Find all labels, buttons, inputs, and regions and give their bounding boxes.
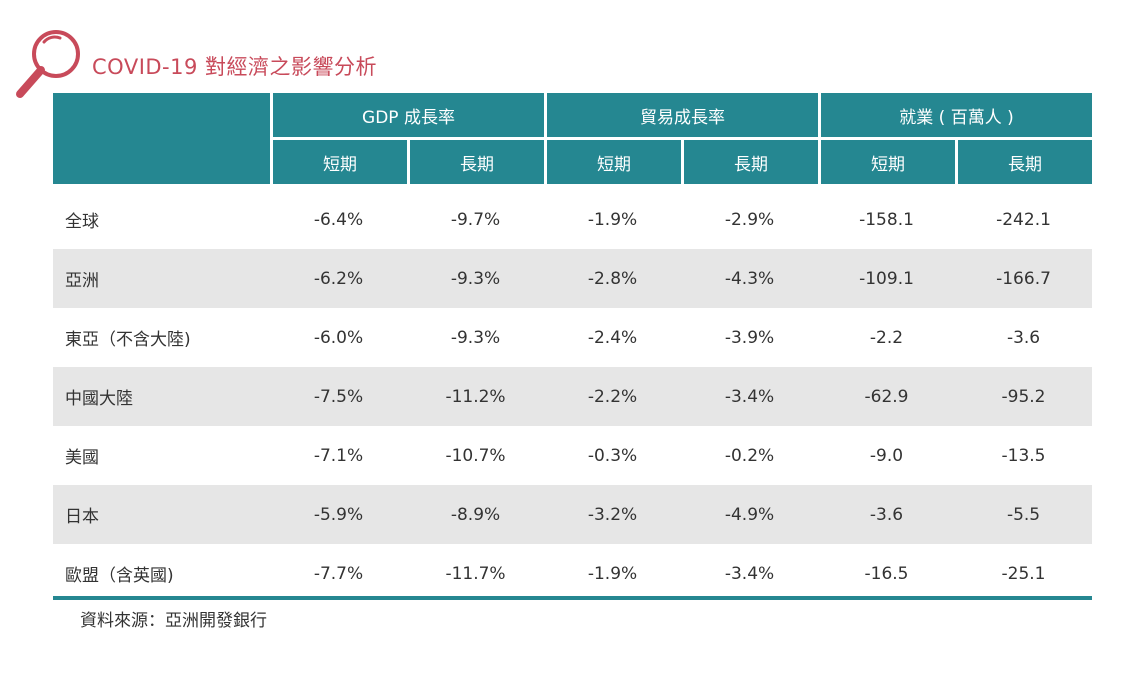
group-header-employment: 就業 ( 百萬人 ) bbox=[818, 93, 1093, 140]
group-header-trade: 貿易成長率 bbox=[544, 93, 819, 140]
sub-header-gdp-short: 短期 bbox=[270, 140, 407, 184]
bottom-rule bbox=[53, 596, 1092, 600]
region-cell: 全球 bbox=[65, 212, 99, 232]
table-row: 美國 -7.1% -10.7% -0.3% -0.2% -9.0 -13.5 bbox=[53, 426, 1092, 485]
value-cell: -3.6 bbox=[818, 485, 956, 544]
value-cell: -13.5 bbox=[1001, 445, 1046, 466]
value-cell: -2.9% bbox=[724, 209, 775, 230]
value-cell: -158.1 bbox=[859, 209, 914, 230]
value-cell: -2.8% bbox=[544, 249, 682, 308]
region-cell: 東亞（不含大陸) bbox=[65, 330, 191, 350]
sub-header-gdp-long: 長期 bbox=[407, 140, 545, 184]
value-cell: -11.7% bbox=[445, 563, 506, 584]
value-cell: -6.4% bbox=[313, 209, 364, 230]
value-cell: -242.1 bbox=[996, 209, 1051, 230]
value-cell: -7.7% bbox=[313, 563, 364, 584]
value-cell: -6.2% bbox=[270, 249, 407, 308]
header-spacer bbox=[53, 184, 1093, 190]
value-cell: -3.6 bbox=[1006, 327, 1041, 348]
value-cell: -3.2% bbox=[544, 485, 682, 544]
region-cell: 歐盟（含英國) bbox=[65, 566, 174, 586]
value-cell: -7.5% bbox=[270, 367, 407, 426]
value-cell: -11.2% bbox=[407, 367, 545, 426]
value-cell: -3.4% bbox=[724, 563, 775, 584]
table-row: 中國大陸 -7.5% -11.2% -2.2% -3.4% -62.9 -95.2 bbox=[53, 367, 1093, 426]
value-cell: -8.9% bbox=[407, 485, 545, 544]
value-cell: -2.4% bbox=[587, 327, 638, 348]
value-cell: -2.2 bbox=[869, 327, 904, 348]
sub-header-trade-short: 短期 bbox=[544, 140, 682, 184]
value-cell: -9.0 bbox=[869, 445, 904, 466]
value-cell: -9.7% bbox=[450, 209, 501, 230]
value-cell: -5.5 bbox=[955, 485, 1093, 544]
value-cell: -4.3% bbox=[681, 249, 819, 308]
group-header-row: GDP 成長率 貿易成長率 就業 ( 百萬人 ) bbox=[53, 93, 1093, 184]
sub-header-row: 短期 長期 短期 長期 短期 長期 bbox=[53, 140, 1093, 184]
value-cell: -166.7 bbox=[955, 249, 1093, 308]
value-cell: -62.9 bbox=[818, 367, 956, 426]
region-cell: 中國大陸 bbox=[53, 367, 270, 426]
value-cell: -0.3% bbox=[587, 445, 638, 466]
value-cell: -3.4% bbox=[681, 367, 819, 426]
corner-header-cell bbox=[53, 93, 270, 184]
value-cell: -1.9% bbox=[587, 563, 638, 584]
value-cell: -0.2% bbox=[724, 445, 775, 466]
value-cell: -5.9% bbox=[270, 485, 407, 544]
table-row: 全球 -6.4% -9.7% -1.9% -2.9% -158.1 -242.1 bbox=[53, 190, 1092, 249]
region-cell: 日本 bbox=[53, 485, 270, 544]
page-title: COVID-19 對經濟之影響分析 bbox=[92, 55, 378, 79]
covid-impact-table: GDP 成長率 貿易成長率 就業 ( 百萬人 ) 短期 長期 短期 長期 短期 … bbox=[53, 93, 1093, 603]
table-row: 歐盟（含英國) -7.7% -11.7% -1.9% -3.4% -16.5 -25.1 bbox=[53, 544, 1092, 603]
source-note: 資料來源：亞洲開發銀行 bbox=[80, 611, 267, 631]
value-cell: -2.2% bbox=[544, 367, 682, 426]
value-cell: -25.1 bbox=[1001, 563, 1046, 584]
value-cell: -3.9% bbox=[724, 327, 775, 348]
magnifier-icon bbox=[16, 30, 80, 98]
value-cell: -9.3% bbox=[450, 327, 501, 348]
value-cell: -6.0% bbox=[313, 327, 364, 348]
sub-header-employment-short: 短期 bbox=[818, 140, 956, 184]
region-cell: 亞洲 bbox=[53, 249, 270, 308]
value-cell: -7.1% bbox=[313, 445, 364, 466]
group-header-gdp: GDP 成長率 bbox=[270, 93, 545, 140]
region-cell: 美國 bbox=[65, 448, 99, 468]
value-cell: -9.3% bbox=[407, 249, 545, 308]
value-cell: -4.9% bbox=[681, 485, 819, 544]
sub-header-trade-long: 長期 bbox=[681, 140, 819, 184]
sub-header-employment-long: 長期 bbox=[955, 140, 1093, 184]
value-cell: -10.7% bbox=[445, 445, 506, 466]
table-row: 日本 -5.9% -8.9% -3.2% -4.9% -3.6 -5.5 bbox=[53, 485, 1093, 544]
value-cell: -95.2 bbox=[955, 367, 1093, 426]
table-row: 亞洲 -6.2% -9.3% -2.8% -4.3% -109.1 -166.7 bbox=[53, 249, 1093, 308]
value-cell: -1.9% bbox=[587, 209, 638, 230]
table-row: 東亞（不含大陸) -6.0% -9.3% -2.4% -3.9% -2.2 -3.6 bbox=[53, 308, 1092, 367]
value-cell: -109.1 bbox=[818, 249, 956, 308]
value-cell: -16.5 bbox=[864, 563, 909, 584]
